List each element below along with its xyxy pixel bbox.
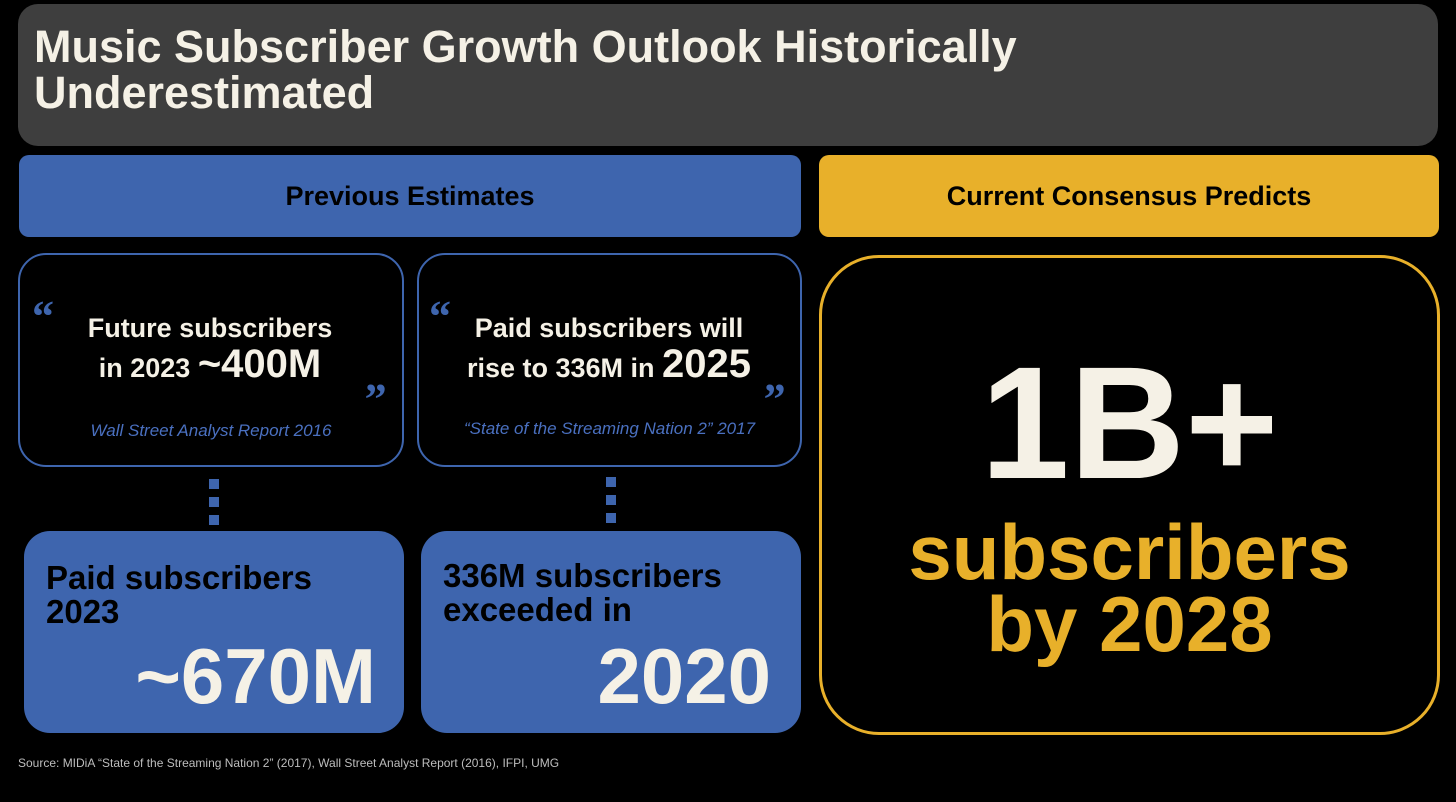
quote-line-2-prefix: rise to 336M in [466,353,663,383]
previous-estimates-header: Previous Estimates [19,155,801,237]
quote-card-2016: “ Future subscribers in 2023 ~400M „ Wal… [18,253,404,467]
quote-card-2017: “ Paid subscribers will rise to 336M in … [417,253,802,467]
source-note: Source: MIDiA “State of the Streaming Na… [18,756,560,770]
quote-line-2-prefix: in 2023 [98,353,198,383]
quote-line-2: rise to 336M in 2025 [439,344,779,386]
quote-source: “State of the Streaming Nation 2” 2017 [463,419,756,438]
consensus-card: 1B+ subscribers by 2028 [819,255,1440,735]
result-figure: 2020 [597,632,771,720]
page-title: Music Subscriber Growth Outlook Historic… [34,21,1017,118]
connector-dots [209,479,219,525]
result-label: Paid subscribers 2023 [46,561,312,629]
connector-dots [606,477,616,523]
consensus-caption-line-1: subscribers [908,508,1351,596]
result-label-line-2: 2023 [46,593,120,630]
quote-text: Paid subscribers will rise to 336M in 20… [439,310,779,386]
consensus-caption-line-2: by 2028 [986,580,1273,668]
quote-figure: ~400M [197,342,322,386]
consensus-figure: 1B+ [980,333,1279,512]
result-card-2020: 336M subscribers exceeded in 2020 [421,531,801,733]
result-card-2023: Paid subscribers 2023 ~670M [24,531,404,733]
quote-line-1: Paid subscribers will [474,313,744,343]
result-label-line-1: 336M subscribers [443,557,722,594]
close-quote-icon: „ [764,352,786,401]
open-quote-icon: “ [32,292,54,341]
quote-text: Future subscribers in 2023 ~400M [50,310,370,386]
quote-line-1: Future subscribers [87,313,333,343]
result-label: 336M subscribers exceeded in [443,559,722,627]
consensus-caption: subscribers by 2028 [822,508,1437,668]
quote-figure: 2025 [662,342,752,386]
current-consensus-header: Current Consensus Predicts [819,155,1439,237]
result-label-line-1: Paid subscribers [46,559,312,596]
open-quote-icon: “ [429,292,451,341]
title-bar: Music Subscriber Growth Outlook Historic… [18,4,1438,146]
quote-source: Wall Street Analyst Report 2016 [90,421,332,440]
result-label-line-2: exceeded in [443,591,632,628]
close-quote-icon: „ [365,352,387,401]
result-figure: ~670M [135,632,376,720]
quote-line-2: in 2023 ~400M [50,344,370,386]
